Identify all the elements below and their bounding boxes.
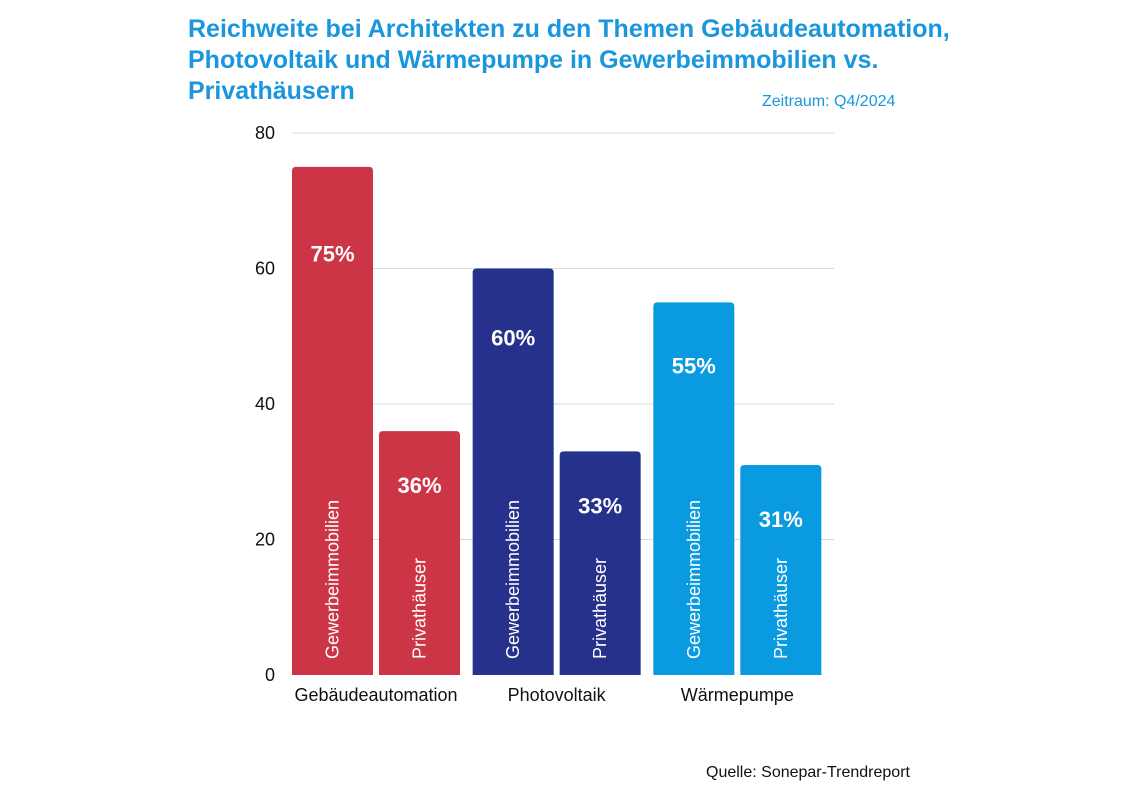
series-label: Privathäuser xyxy=(590,558,610,659)
x-tick-label: Gebäudeautomation xyxy=(294,685,457,705)
series-label: Gewerbeimmobilien xyxy=(684,500,704,659)
period-label: Zeitraum: Q4/2024 xyxy=(762,93,896,110)
bar xyxy=(472,268,554,675)
x-tick-label: Wärmepumpe xyxy=(681,685,794,705)
x-tick-label: Photovoltaik xyxy=(508,685,607,705)
y-tick-label: 80 xyxy=(255,123,275,143)
data-label: 31% xyxy=(759,507,803,532)
data-label: 36% xyxy=(397,473,441,498)
bar xyxy=(292,166,373,675)
chart-title: Reichweite bei Architekten zu den Themen… xyxy=(188,14,988,107)
chart-title-line: Privathäusern xyxy=(188,77,355,105)
bar xyxy=(653,302,735,675)
bar xyxy=(559,451,641,675)
y-tick-label: 40 xyxy=(255,394,275,414)
y-tick-label: 0 xyxy=(265,665,275,685)
chart-title-line: Reichweite bei Architekten zu den Themen… xyxy=(188,15,950,43)
series-label: Gewerbeimmobilien xyxy=(503,500,523,659)
series-label: Privathäuser xyxy=(771,558,791,659)
series-label: Privathäuser xyxy=(410,558,430,659)
data-label: 60% xyxy=(491,326,535,351)
chart-title-line: Photovoltaik und Wärmepumpe in Gewerbeim… xyxy=(188,46,879,74)
y-tick-label: 60 xyxy=(255,259,275,279)
data-label: 33% xyxy=(578,493,622,518)
bar xyxy=(740,464,822,675)
y-tick-label: 20 xyxy=(255,530,275,550)
data-label: 55% xyxy=(672,354,716,379)
bar xyxy=(379,431,460,675)
source-note: Quelle: Sonepar-Trendreport xyxy=(706,764,910,781)
series-label: Gewerbeimmobilien xyxy=(323,500,343,659)
data-label: 75% xyxy=(310,241,354,266)
